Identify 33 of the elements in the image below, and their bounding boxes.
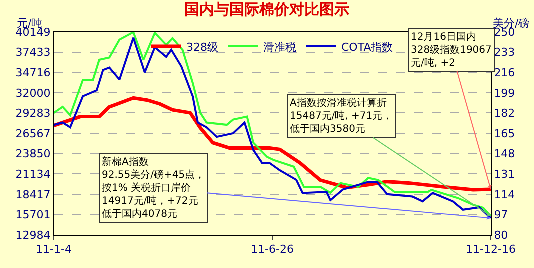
y-tick-label: 29283 (16, 107, 51, 120)
legend-label: 328级 (186, 40, 218, 54)
y-tick-label: 32000 (16, 86, 51, 100)
y2-tick-label: 216 (494, 66, 516, 80)
legend-label: 滑准税 (264, 40, 296, 54)
x-tick-label: 11-6-26 (251, 243, 294, 256)
y-tick-label: 34716 (16, 66, 51, 80)
annotation: 12月16日国内328级指数19067元/吨, +2 (411, 31, 492, 69)
y-tick-label: 37433 (16, 46, 51, 60)
y2-tick-label: 199 (494, 86, 516, 100)
y2-tick-label: 165 (494, 127, 516, 140)
y-tick-label: 26567 (16, 127, 51, 140)
y-tick-label: 23850 (16, 148, 51, 161)
line-series (54, 96, 491, 192)
x-tick-label: 11-1-4 (36, 243, 72, 256)
y-tick-label: 15701 (16, 208, 51, 222)
y2-tick-label: 182 (494, 107, 516, 120)
y2-tick-label: 233 (494, 46, 516, 60)
y-axis-title: 元/吨 (17, 17, 43, 30)
y-tick-label: 21134 (16, 168, 51, 181)
annotation: 新棉A指数92.55美分/磅+45点，按1% 关税折口岸价14917元/吨，+72元低于国内4078元 (102, 156, 206, 220)
y-tick-label: 18417 (16, 188, 51, 202)
x-tick-label: 11-12-16 (466, 243, 516, 256)
y2-tick-label: 131 (494, 168, 516, 181)
annotation: A指数按滑准税计算折15487元/吨, +71元，低于国内3580元 (290, 97, 393, 135)
y2-tick-label: 80 (494, 228, 508, 242)
chart-title: 国内与国际棉价对比图示 (184, 0, 350, 19)
y2-axis-title: 美分/磅 (493, 17, 530, 30)
y2-tick-label: 114 (494, 188, 516, 202)
y2-tick-label: 97 (494, 208, 508, 222)
y-tick-label: 12984 (16, 228, 51, 242)
legend-label: COTA指数 (342, 40, 394, 54)
y2-tick-label: 148 (494, 148, 516, 161)
